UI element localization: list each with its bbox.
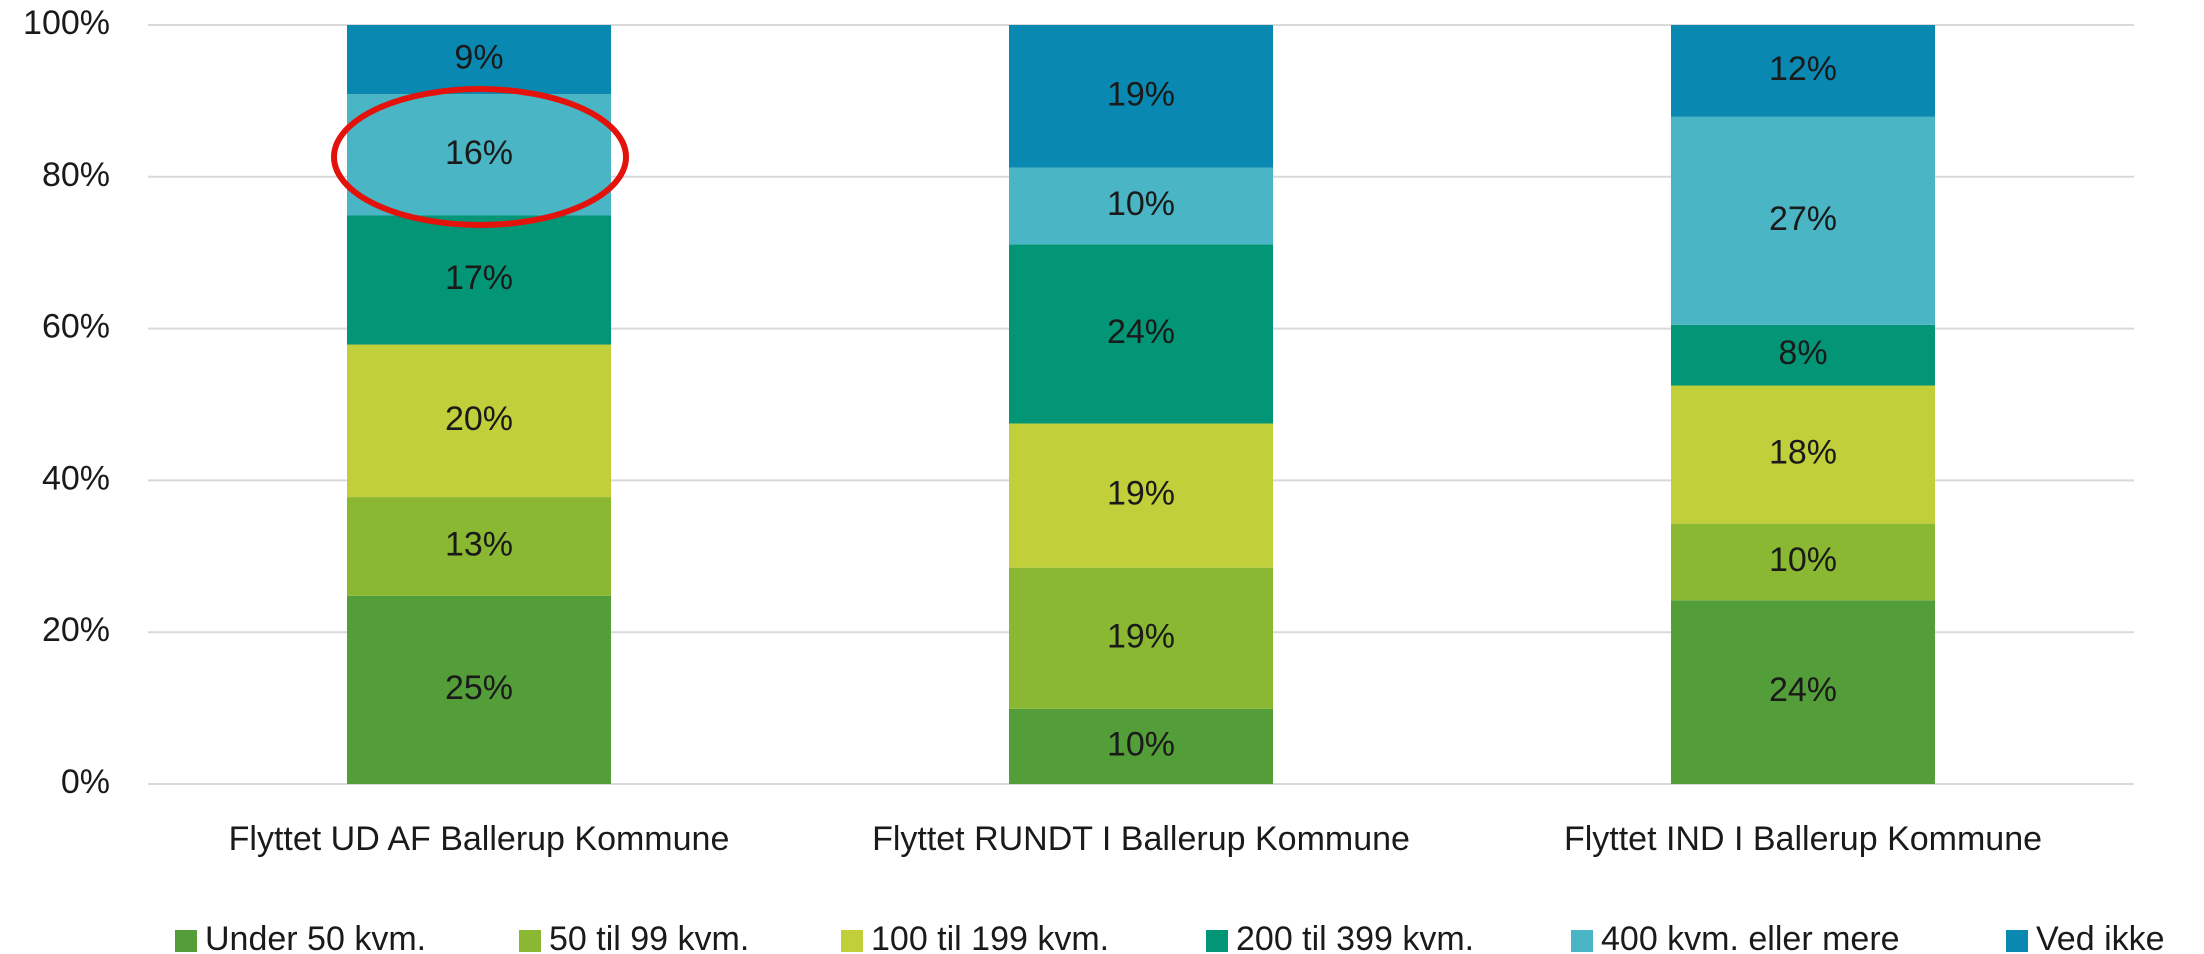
data-label: 10% (1107, 725, 1175, 763)
data-label: 19% (1107, 75, 1175, 113)
bar-segment (1009, 423, 1273, 568)
bar-segment (1009, 244, 1273, 424)
data-label: 17% (445, 259, 513, 297)
data-label: 24% (1107, 313, 1175, 351)
x-tick-label: Flyttet UD AF Ballerup Kommune (229, 820, 730, 858)
bar-segment (1671, 600, 1935, 784)
y-tick-label: 0% (61, 763, 110, 801)
y-tick-label: 40% (42, 459, 110, 497)
data-label: 27% (1769, 200, 1837, 238)
legend-swatch (519, 930, 541, 952)
bar-segment (1009, 25, 1273, 168)
highlight-ellipse (331, 86, 629, 228)
data-label: 8% (1778, 334, 1827, 372)
bar-segment (347, 595, 611, 784)
data-label: 10% (1107, 185, 1175, 223)
bar-segment (1671, 324, 1935, 386)
data-label: 10% (1769, 541, 1837, 579)
data-label: 18% (1769, 434, 1837, 472)
bar-segment (1009, 567, 1273, 709)
bar-segment (347, 344, 611, 498)
data-label: 19% (1107, 475, 1175, 513)
y-tick-label: 100% (23, 4, 110, 42)
bar-segment (1009, 708, 1273, 784)
data-label: 25% (445, 669, 513, 707)
x-tick-label: Flyttet IND I Ballerup Kommune (1564, 820, 2042, 858)
data-label: 12% (1769, 50, 1837, 88)
plot-area: 0% 20% 40% 60% 80% 100% Flyttet UD AF Ballerup… (23, 4, 2165, 954)
legend-label: 100 til 199 kvm. (871, 920, 1109, 954)
bar-segment (1671, 116, 1935, 325)
data-label: 24% (1769, 671, 1837, 709)
legend-label: 400 kvm. eller mere (1601, 920, 1900, 954)
legend-label: 50 til 99 kvm. (549, 920, 749, 954)
data-label: 13% (445, 525, 513, 563)
bar-segment (347, 94, 611, 216)
legend-swatch (1206, 930, 1228, 952)
legend-swatch (841, 930, 863, 952)
bar-segment (347, 25, 611, 95)
bar-segment (1671, 385, 1935, 524)
data-label: 16% (445, 134, 513, 172)
x-tick-label: Flyttet RUNDT I Ballerup Kommune (872, 820, 1410, 858)
legend-swatch (175, 930, 197, 952)
y-tick-label: 60% (42, 308, 110, 346)
y-tick-label: 80% (42, 156, 110, 194)
legend-swatch (2006, 930, 2028, 952)
data-label: 19% (1107, 617, 1175, 655)
bar-segment (347, 497, 611, 596)
bar-segment (1009, 167, 1273, 245)
data-label: 9% (454, 39, 503, 77)
bar-segment (1671, 25, 1935, 117)
bar-segment (347, 215, 611, 345)
legend-swatch (1571, 930, 1593, 952)
bar-segment (1671, 523, 1935, 601)
legend-label: Ved ikke (2036, 920, 2165, 954)
legend-label: 200 til 399 kvm. (1236, 920, 1474, 954)
y-tick-label: 20% (42, 611, 110, 649)
data-label: 20% (445, 400, 513, 438)
legend-label: Under 50 kvm. (205, 920, 426, 954)
